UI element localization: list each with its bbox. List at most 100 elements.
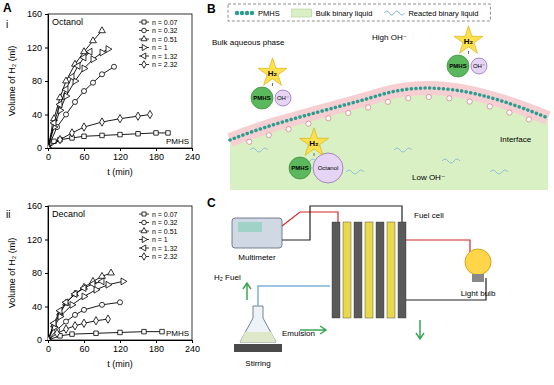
y-tick: 80 <box>32 76 48 86</box>
ion <box>346 110 351 115</box>
flow-arrow <box>243 283 251 300</box>
pmhs-chain <box>230 88 548 140</box>
panel-letter: C <box>207 196 216 210</box>
key-label: Bulk binary liquid <box>316 9 373 18</box>
marker <box>62 86 68 93</box>
fuel-tube <box>258 286 330 306</box>
ion <box>385 99 390 104</box>
component-label: Stirring <box>245 359 270 368</box>
x-tick: 240 <box>185 340 200 354</box>
marker <box>81 307 86 312</box>
tick-mark <box>45 240 48 241</box>
marker <box>82 134 86 138</box>
legend-marker <box>142 61 146 68</box>
legend-marker <box>142 253 146 260</box>
fuel-cell-plate <box>343 222 351 318</box>
key-icon <box>292 9 312 17</box>
marker <box>81 48 88 54</box>
pmhs-molecule <box>447 55 469 77</box>
legend-marker <box>142 236 147 242</box>
legend-marker <box>142 212 146 216</box>
reaction: PMHSOH⁻H₂ <box>251 58 291 109</box>
multimeter <box>232 218 282 248</box>
tick-label: 160 <box>27 9 42 19</box>
y-tick: 120 <box>27 43 48 53</box>
panel-letter: B <box>207 2 216 16</box>
marker <box>81 89 86 94</box>
marker <box>94 331 98 335</box>
marker <box>62 299 68 306</box>
series-line <box>48 31 102 148</box>
interface-band <box>230 88 548 140</box>
marker <box>48 336 50 340</box>
legend-marker <box>142 44 147 50</box>
tick-label: 120 <box>113 344 128 354</box>
marker <box>82 123 87 131</box>
tick-label: 60 <box>79 344 89 354</box>
tick-label: 40 <box>32 302 42 312</box>
tick-label: 0 <box>37 335 42 345</box>
marker <box>56 307 62 314</box>
legend-label: n = 2.32 <box>152 61 178 68</box>
reacted-squiggle <box>346 170 364 174</box>
marker <box>100 49 106 56</box>
series-line <box>48 273 111 340</box>
annotation: PMHS <box>166 137 189 146</box>
concentration-label: High OH⁻ <box>372 33 407 42</box>
tick-label: 120 <box>27 235 42 245</box>
y-tick: 0 <box>37 143 48 153</box>
legend-label: n = 0.51 <box>152 228 178 235</box>
marker <box>56 101 62 108</box>
marker <box>90 37 97 43</box>
subpanel-label: ii <box>6 209 10 220</box>
marker <box>48 145 50 148</box>
tick-mark <box>192 148 193 151</box>
tick-mark <box>45 48 48 49</box>
fuel-cell-plate <box>332 222 340 318</box>
axis-line <box>45 207 49 341</box>
axis-title: Volume of H₂ (ml) <box>7 238 17 309</box>
axis-title: t (min) <box>107 167 133 177</box>
x-tick: 60 <box>79 340 89 354</box>
plot-frame <box>48 206 192 340</box>
marker <box>154 131 158 135</box>
reacted-squiggle <box>394 148 412 152</box>
marker <box>48 337 50 340</box>
tick-mark <box>45 115 48 116</box>
marker <box>64 325 69 333</box>
tick-label: 240 <box>185 152 200 162</box>
marker <box>58 135 63 143</box>
marker <box>121 278 127 285</box>
y-tick: 120 <box>27 235 48 245</box>
flow-arrow <box>416 320 424 339</box>
marker <box>58 313 64 320</box>
marker <box>63 112 68 117</box>
tick-label: 0 <box>46 152 51 162</box>
legend: n = 0.07n = 0.32n = 0.51n = 1n = 1.32n =… <box>139 19 178 69</box>
molecule-label: OH⁻ <box>473 63 485 69</box>
axis-line <box>49 149 193 152</box>
tick-mark <box>192 340 193 343</box>
tick-mark <box>84 148 85 151</box>
stir-plate <box>234 344 282 352</box>
h2-burst <box>454 26 483 54</box>
plot-frame <box>48 14 192 148</box>
marker <box>106 46 112 53</box>
fuel-cell-plate <box>387 222 395 318</box>
tick-label: 80 <box>32 268 42 278</box>
marker <box>118 132 122 136</box>
series-line <box>48 281 102 340</box>
panel-letter: A <box>3 1 12 15</box>
marker <box>50 119 56 126</box>
tick-label: 160 <box>27 201 42 211</box>
marker <box>64 93 70 100</box>
series-line <box>48 67 114 148</box>
marker <box>160 329 164 333</box>
legend-label: n = 0.07 <box>152 211 178 218</box>
tick-label: 240 <box>185 344 200 354</box>
marker <box>63 319 68 324</box>
marker <box>98 278 104 285</box>
marker <box>99 272 106 278</box>
ion <box>366 105 371 110</box>
marker <box>100 118 105 126</box>
